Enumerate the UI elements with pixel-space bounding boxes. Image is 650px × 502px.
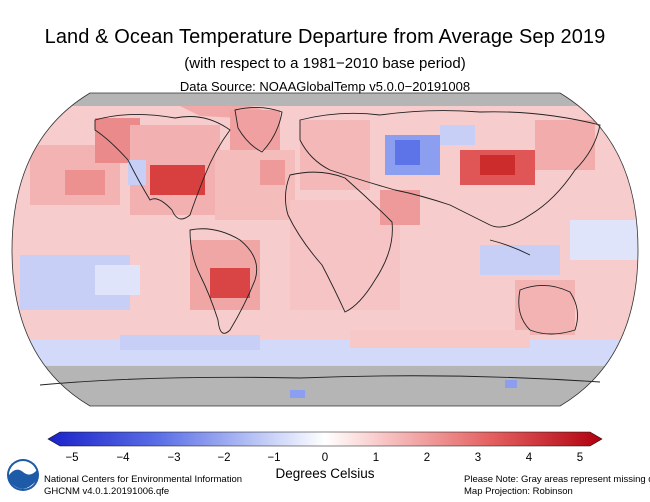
colorbar-bar	[47, 431, 603, 447]
colorbar-tick: −5	[65, 452, 79, 464]
globe-outline	[11, 92, 639, 407]
footer-left: National Centers for Environmental Infor…	[44, 474, 242, 497]
colorbar-tick: −1	[267, 452, 281, 464]
colorbar-tick: 5	[576, 452, 584, 464]
org-name: National Centers for Environmental Infor…	[44, 474, 243, 485]
coastlines	[39, 107, 601, 386]
region-southern-ocean	[12, 340, 638, 365]
region-indonesia	[480, 245, 560, 275]
map-subtitle: (with respect to a 1981−2010 base period…	[184, 55, 466, 72]
colorbar-tick: −3	[167, 452, 181, 464]
colorbar-tick: −2	[217, 452, 231, 464]
colorbar-tick: 1	[372, 452, 380, 464]
colorbar-tick: 4	[525, 452, 533, 464]
colorbar-tick: 3	[474, 452, 482, 464]
region-arabia	[380, 190, 420, 225]
footer-right: Please Note: Gray areas represent missin…	[464, 474, 650, 497]
region-south-america	[210, 268, 250, 298]
missing-data-note: Please Note: Gray areas represent missin…	[464, 474, 650, 485]
region-central-us	[150, 165, 205, 195]
colorbar	[47, 431, 603, 447]
region-antarctica-missing	[12, 366, 638, 406]
region-australia	[515, 280, 575, 335]
noaa-logo	[7, 459, 39, 491]
colorbar-tick: 2	[423, 452, 431, 464]
projection-note: Map Projection: Robinson	[464, 485, 573, 497]
map-title: Land & Ocean Temperature Departure from …	[44, 26, 606, 48]
map-fill	[12, 93, 638, 406]
colorbar-tick: −4	[116, 452, 130, 464]
region-arctic-missing	[12, 93, 638, 106]
data-source: Data Source: NOAAGlobalTemp v5.0.0−20191…	[179, 79, 471, 94]
colorbar-tick: 0	[321, 452, 329, 464]
colorbar-label: Degrees Celsius	[275, 466, 375, 481]
dataset-name: GHCNM v4.0.1.20191006.qfe	[44, 485, 170, 497]
